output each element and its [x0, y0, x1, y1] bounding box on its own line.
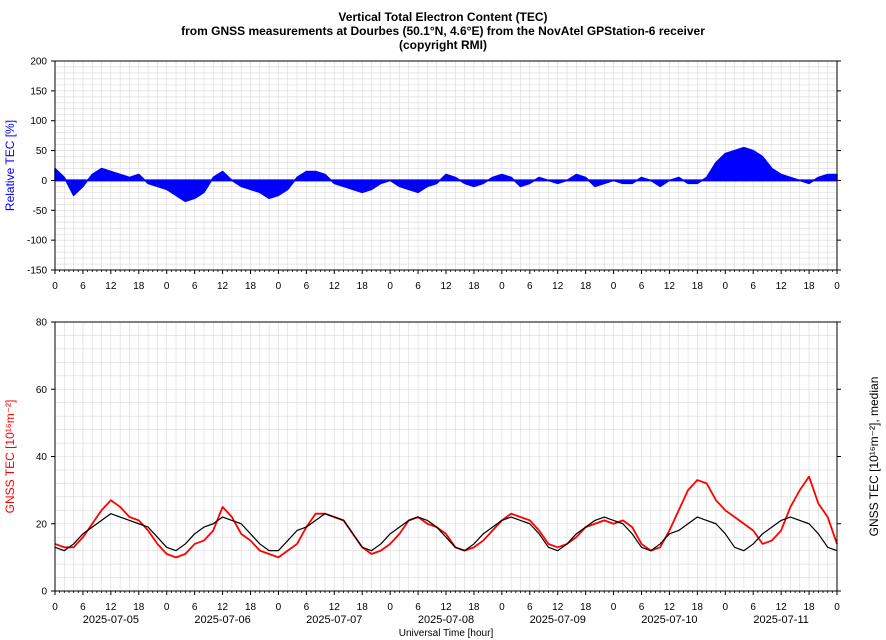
date-label: 2025-07-10: [641, 614, 697, 626]
y-tick-label: -100: [27, 236, 47, 247]
y-tick-label: 40: [36, 452, 48, 463]
x-tick-label: 18: [468, 602, 480, 613]
y-tick-label: 200: [30, 57, 47, 68]
y-tick-label: 50: [36, 146, 48, 157]
x-tick-label: 0: [834, 281, 840, 292]
x-tick-label: 12: [329, 281, 341, 292]
x-tick-label: 0: [499, 281, 505, 292]
x-tick-label: 12: [105, 281, 117, 292]
x-tick-label: 18: [357, 602, 369, 613]
y-tick-label: 20: [36, 519, 48, 530]
x-tick-label: 0: [387, 602, 393, 613]
x-tick-label: 6: [192, 281, 198, 292]
date-label: 2025-07-11: [753, 614, 808, 626]
y-axis-label: Relative TEC [%]: [3, 120, 17, 211]
gnss-tec-median-line: [54, 513, 838, 552]
x-tick-label: 12: [217, 602, 229, 613]
y-tick-label: -150: [27, 266, 47, 277]
x-tick-label: 0: [611, 602, 617, 613]
chart-title-line-1: Vertical Total Electron Content (TEC): [338, 10, 548, 24]
x-tick-label: 0: [164, 602, 170, 613]
y-tick-label: 0: [41, 176, 47, 187]
x-tick-label: 6: [80, 602, 86, 613]
y-tick-label: -50: [33, 206, 48, 217]
x-tick-label: 6: [750, 281, 756, 292]
x-tick-label: 18: [245, 602, 257, 613]
y-tick-label: 0: [41, 587, 47, 598]
x-tick-label: 0: [52, 602, 58, 613]
x-tick-label: 18: [692, 602, 704, 613]
date-label: 2025-07-06: [194, 614, 250, 626]
y-tick-label: 80: [36, 318, 48, 329]
x-tick-label: 18: [580, 602, 592, 613]
x-tick-label: 0: [611, 281, 617, 292]
date-label: 2025-07-07: [306, 614, 362, 626]
x-tick-label: 0: [723, 602, 729, 613]
date-label: 2025-07-08: [418, 614, 474, 626]
x-tick-label: 12: [329, 602, 341, 613]
x-tick-label: 0: [499, 602, 505, 613]
x-tick-label: 18: [133, 281, 145, 292]
x-tick-label: 0: [276, 602, 282, 613]
relative-tec-area: [54, 146, 838, 203]
y2-axis-label: GNSS TEC [10¹⁶m⁻²], median: [867, 377, 881, 537]
x-tick-label: 18: [580, 281, 592, 292]
y-axis-label: GNSS TEC [10¹⁶m⁻²]: [3, 400, 17, 514]
y-tick-label: 150: [30, 86, 47, 97]
x-tick-label: 12: [440, 602, 452, 613]
x-tick-label: 12: [552, 602, 564, 613]
x-tick-label: 12: [552, 281, 564, 292]
x-axis-label: Universal Time [hour]: [399, 628, 494, 639]
x-tick-label: 0: [52, 281, 58, 292]
x-tick-label: 6: [750, 602, 756, 613]
x-tick-label: 18: [245, 281, 257, 292]
x-tick-label: 0: [834, 602, 840, 613]
gnss-tec-line: [54, 475, 838, 559]
x-tick-label: 6: [639, 281, 645, 292]
x-tick-label: 0: [164, 281, 170, 292]
x-tick-label: 6: [527, 602, 533, 613]
x-tick-label: 18: [357, 281, 369, 292]
x-tick-label: 12: [776, 602, 788, 613]
x-tick-label: 6: [415, 602, 421, 613]
y-tick-label: 60: [36, 385, 48, 396]
x-tick-label: 12: [664, 281, 676, 292]
x-tick-label: 0: [387, 281, 393, 292]
y-tick-label: 100: [30, 116, 47, 127]
date-label: 2025-07-09: [530, 614, 586, 626]
date-label: 2025-07-05: [83, 614, 139, 626]
x-tick-label: 12: [776, 281, 788, 292]
x-tick-label: 6: [80, 281, 86, 292]
x-tick-label: 18: [692, 281, 704, 292]
x-tick-label: 12: [664, 602, 676, 613]
x-tick-label: 6: [415, 281, 421, 292]
x-tick-label: 0: [723, 281, 729, 292]
x-tick-label: 0: [276, 281, 282, 292]
x-tick-label: 12: [440, 281, 452, 292]
x-tick-label: 6: [304, 602, 310, 613]
x-tick-label: 18: [804, 281, 816, 292]
x-tick-label: 12: [105, 602, 117, 613]
x-tick-label: 18: [468, 281, 480, 292]
x-tick-label: 12: [217, 281, 229, 292]
x-tick-label: 6: [304, 281, 310, 292]
chart-title-line-2: from GNSS measurements at Dourbes (50.1°…: [181, 24, 705, 38]
x-tick-label: 6: [527, 281, 533, 292]
chart-title-line-3: (copyright RMI): [399, 38, 487, 52]
x-tick-label: 18: [804, 602, 816, 613]
x-tick-label: 18: [133, 602, 145, 613]
panel-1: -150 -100 -50 0 50 100 150 200 0 6 12 18 0 6 12 18 0 6 12 1…: [3, 57, 841, 292]
x-tick-label: 6: [192, 602, 198, 613]
x-tick-label: 6: [639, 602, 645, 613]
